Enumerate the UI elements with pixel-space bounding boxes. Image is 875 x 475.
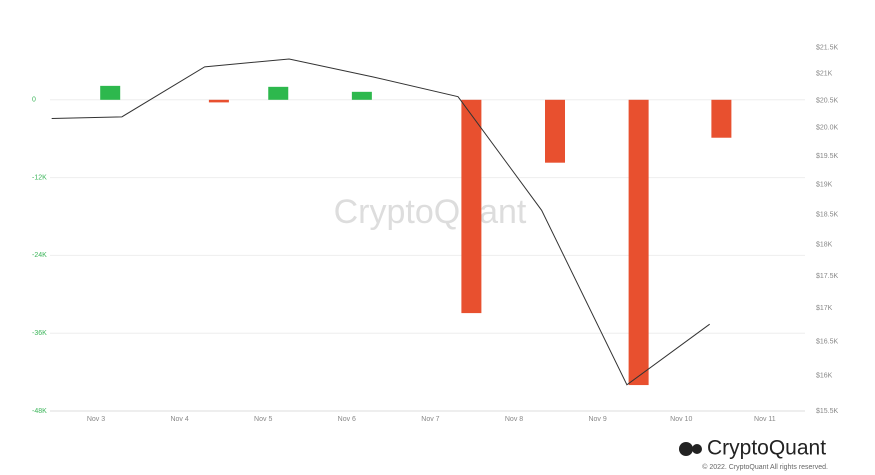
y2-tick-label: $19.5K <box>816 153 839 160</box>
bar <box>268 86 289 100</box>
price-line <box>51 58 710 386</box>
logo-text: CryptoQuant <box>707 437 826 460</box>
y2-tick-label: $20.0K <box>816 125 839 132</box>
y2-tick-label: $20.5K <box>816 97 839 104</box>
y-tick-label: -36K <box>32 330 47 337</box>
bar <box>100 85 121 100</box>
logo <box>679 442 702 456</box>
bar <box>545 99 566 163</box>
y2-tick-label: $17K <box>816 305 833 312</box>
logo-icon <box>692 444 702 454</box>
x-tick-label: Nov 6 <box>338 416 356 423</box>
bar <box>461 99 482 314</box>
y2-tick-label: $16.5K <box>816 338 839 345</box>
bar <box>628 99 649 386</box>
x-tick-label: Nov 11 <box>754 416 776 423</box>
x-tick-label: Nov 8 <box>505 416 523 423</box>
x-tick-label: Nov 9 <box>588 416 606 423</box>
y-tick-label: -12K <box>32 174 47 181</box>
logo-icon <box>679 442 693 456</box>
y-tick-label: -48K <box>32 408 47 415</box>
x-tick-label: Nov 7 <box>421 416 439 423</box>
watermark: CryptoQuant <box>334 193 527 231</box>
y2-tick-label: $19K <box>816 182 833 189</box>
bar <box>711 99 732 138</box>
y2-tick-label: $21.5K <box>816 44 839 51</box>
y-tick-label: -24K <box>32 252 47 259</box>
bar <box>208 99 229 103</box>
x-tick-label: Nov 10 <box>670 416 692 423</box>
y2-tick-label: $15.5K <box>816 408 839 415</box>
x-tick-label: Nov 5 <box>254 416 272 423</box>
x-tick-label: Nov 4 <box>170 416 188 423</box>
y2-tick-label: $17.5K <box>816 273 839 280</box>
bar <box>351 91 372 100</box>
y2-tick-label: $18.5K <box>816 211 839 218</box>
x-tick-label: Nov 3 <box>87 416 105 423</box>
y2-tick-label: $18K <box>816 242 833 249</box>
y-tick-label: 0 <box>32 97 36 104</box>
y2-tick-label: $21K <box>816 71 833 78</box>
copyright: © 2022. CryptoQuant All rights reserved. <box>702 463 828 471</box>
y2-tick-label: $16K <box>816 373 833 380</box>
